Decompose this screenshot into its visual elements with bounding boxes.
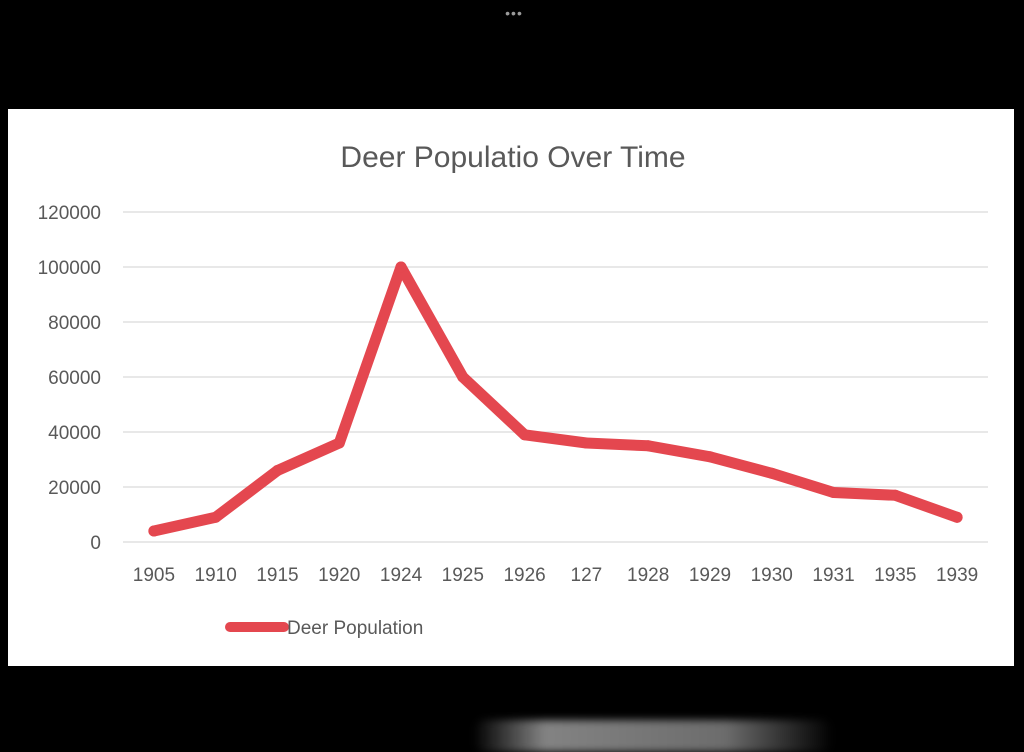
data-point [519,429,531,441]
x-tick-label: 1905 [133,565,175,586]
y-tick-label: 20000 [48,478,101,499]
blurred-region [473,720,833,752]
data-point [889,489,901,501]
y-tick-label: 0 [90,533,101,554]
x-tick-label: 1935 [874,565,916,586]
y-axis-tick-labels: 0 20000 40000 60000 80000 100000 120000 [38,203,101,554]
data-point [580,437,592,449]
data-point [395,261,407,273]
x-tick-label: 1910 [195,565,237,586]
x-tick-label: 1915 [256,565,298,586]
series-line-deer-population [148,261,963,537]
y-tick-label: 40000 [48,423,101,444]
data-point [828,487,840,498]
x-tick-label: 1931 [812,565,854,586]
data-point [148,525,160,537]
y-tick-label: 100000 [38,258,101,279]
x-tick-label: 1920 [318,565,360,586]
chart-title: Deer Populatio Over Time [340,141,685,174]
data-point [951,511,963,523]
x-tick-label: 1925 [442,565,484,586]
legend-label: Deer Population [287,618,423,639]
y-tick-label: 120000 [38,203,101,224]
data-point [210,511,222,523]
x-tick-label: 1929 [689,565,731,586]
data-point [704,451,716,463]
more-options-icon[interactable]: ••• [505,5,523,21]
data-point [271,465,283,476]
data-point [333,437,345,449]
data-point [642,440,654,452]
series-layer [148,261,963,537]
y-tick-label: 60000 [48,368,101,389]
data-point [457,371,469,383]
x-tick-label: 1928 [627,565,669,586]
legend: Deer Population [225,618,423,639]
chart-card: 0 20000 40000 60000 80000 100000 120000 1905 19… [8,109,1014,752]
x-tick-label: 127 [571,565,603,586]
data-point [766,467,778,479]
gridlines [123,211,988,543]
x-axis-tick-labels: 1905 1910 1915 1920 1924 1925 1926 127 1928 1929 1… [133,565,978,586]
x-tick-label: 1926 [503,565,545,586]
x-tick-label: 1924 [380,565,423,586]
x-tick-label: 1939 [936,565,978,586]
x-tick-label: 1930 [751,565,793,586]
y-tick-label: 80000 [48,313,101,334]
